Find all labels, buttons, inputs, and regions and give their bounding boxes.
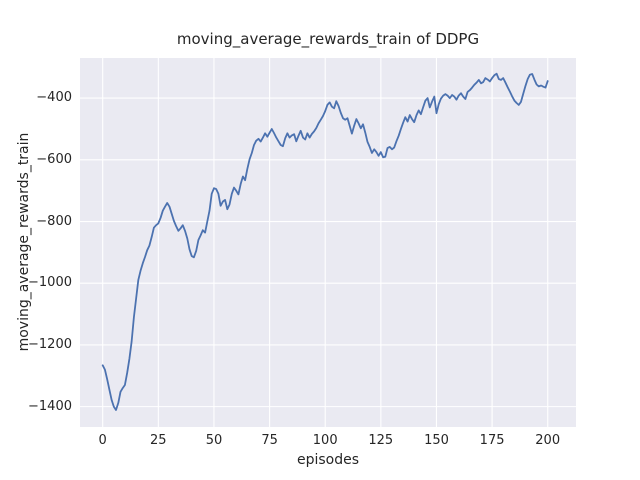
chart-title: moving_average_rewards_train of DDPG <box>176 30 480 48</box>
x-tick-label: 100 <box>312 433 338 448</box>
y-tick-label: −1400 <box>28 398 72 414</box>
y-tick-label: −1000 <box>28 275 72 291</box>
x-tick-label: 150 <box>424 433 449 448</box>
x-tick-label: 25 <box>150 433 167 448</box>
y-tick-label: −600 <box>36 151 72 167</box>
reward-series-line <box>101 72 549 411</box>
y-tick-label: −400 <box>36 90 72 106</box>
gridlines <box>80 58 576 427</box>
x-tick-label: 175 <box>479 433 505 448</box>
x-tick-label: 50 <box>205 433 223 448</box>
x-tick-label: 0 <box>98 433 107 448</box>
plot-background <box>80 58 576 427</box>
y-tick-label: −1200 <box>28 336 72 352</box>
x-tick-label: 200 <box>535 433 561 448</box>
x-tick-label: 75 <box>261 433 278 448</box>
x-axis-label: episodes <box>296 452 360 468</box>
y-tick-label: −800 <box>36 213 72 229</box>
x-tick-label: 125 <box>368 433 394 448</box>
